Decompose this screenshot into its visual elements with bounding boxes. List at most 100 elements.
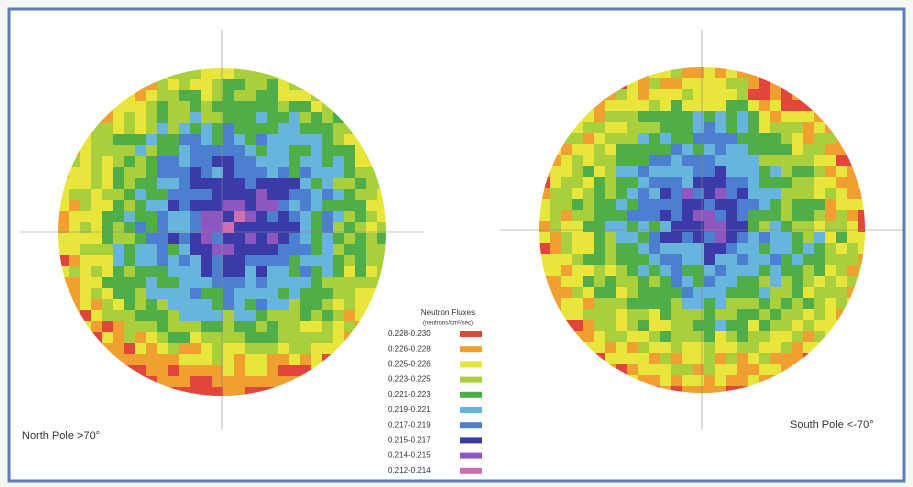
map-cell bbox=[748, 298, 760, 310]
map-cell bbox=[201, 332, 213, 344]
map-cell bbox=[715, 265, 727, 277]
map-cell bbox=[91, 200, 103, 212]
map-cell bbox=[124, 156, 136, 168]
map-label: North Pole >70° bbox=[22, 430, 100, 442]
map-cell bbox=[124, 332, 136, 344]
map-cell bbox=[770, 199, 782, 211]
map-cell bbox=[179, 266, 191, 278]
map-cell bbox=[836, 177, 848, 189]
map-cell bbox=[245, 211, 257, 223]
map-cell bbox=[550, 166, 562, 178]
legend-swatch bbox=[460, 376, 482, 383]
map-cell bbox=[671, 67, 683, 79]
map-cell bbox=[715, 144, 727, 156]
map-cell bbox=[267, 266, 279, 278]
map-cell bbox=[671, 210, 683, 222]
map-cell bbox=[135, 178, 147, 190]
map-cell bbox=[223, 79, 235, 91]
map-cell bbox=[333, 178, 345, 190]
map-cell bbox=[146, 134, 158, 146]
map-cell bbox=[113, 178, 125, 190]
map-cell bbox=[223, 112, 235, 124]
map-cell bbox=[572, 199, 584, 211]
map-cell bbox=[113, 233, 125, 245]
map-cell bbox=[311, 354, 323, 366]
map-cell bbox=[190, 112, 202, 124]
map-cell bbox=[201, 387, 213, 396]
map-cell bbox=[168, 266, 180, 278]
map-cell bbox=[201, 79, 213, 91]
map-cell bbox=[814, 122, 826, 134]
map-cell bbox=[836, 298, 848, 310]
map-cell bbox=[726, 210, 738, 222]
map-cell bbox=[289, 277, 301, 289]
map-cell bbox=[355, 178, 367, 190]
map-cell bbox=[267, 277, 279, 289]
map-cell bbox=[627, 177, 639, 189]
map-cell bbox=[792, 232, 804, 244]
map-cell bbox=[245, 68, 257, 80]
map-cell bbox=[847, 221, 859, 233]
map-cell bbox=[715, 210, 727, 222]
map-cell bbox=[168, 255, 180, 267]
map-cell bbox=[704, 133, 716, 145]
map-cell bbox=[649, 276, 661, 288]
map-cell bbox=[91, 332, 103, 344]
map-cell bbox=[212, 145, 224, 157]
map-cell bbox=[561, 221, 573, 233]
map-cell bbox=[715, 166, 727, 178]
map-cell bbox=[770, 166, 782, 178]
map-cell bbox=[80, 200, 92, 212]
map-cell bbox=[638, 309, 650, 321]
map-cell bbox=[770, 342, 782, 354]
map-cell bbox=[715, 254, 727, 266]
map-cell bbox=[190, 211, 202, 223]
map-cell bbox=[223, 376, 235, 388]
map-cell bbox=[693, 67, 705, 79]
map-cell bbox=[267, 332, 279, 344]
map-cell bbox=[124, 178, 136, 190]
map-cell bbox=[201, 288, 213, 300]
map-cell bbox=[836, 287, 848, 299]
map-cell bbox=[355, 255, 367, 267]
map-cell bbox=[572, 320, 584, 332]
map-cell bbox=[594, 133, 606, 145]
map-cell bbox=[616, 309, 628, 321]
map-cell bbox=[201, 222, 213, 234]
map-cell bbox=[847, 243, 859, 255]
map-cell bbox=[825, 298, 837, 310]
map-cell bbox=[561, 265, 573, 277]
map-cell bbox=[113, 145, 125, 157]
map-cell bbox=[311, 277, 323, 289]
map-cell bbox=[671, 331, 683, 343]
map-cell bbox=[256, 255, 268, 267]
map-cell bbox=[311, 233, 323, 245]
map-cell bbox=[781, 221, 793, 233]
map-cell bbox=[113, 123, 125, 135]
map-cell bbox=[561, 210, 573, 222]
map-cell bbox=[572, 188, 584, 200]
map-cell bbox=[594, 210, 606, 222]
map-cell bbox=[311, 299, 323, 311]
map-cell bbox=[803, 331, 815, 343]
map-cell bbox=[770, 177, 782, 189]
map-cell bbox=[146, 354, 158, 366]
map-cell bbox=[168, 354, 180, 366]
map-cell bbox=[124, 343, 136, 355]
map-cell bbox=[825, 276, 837, 288]
map-cell bbox=[759, 122, 771, 134]
map-cell bbox=[803, 188, 815, 200]
map-cell bbox=[770, 320, 782, 332]
map-cell bbox=[190, 376, 202, 388]
map-cell bbox=[649, 188, 661, 200]
map-cell bbox=[825, 188, 837, 200]
map-cell bbox=[267, 233, 279, 245]
map-cell bbox=[803, 342, 815, 354]
map-cell bbox=[344, 277, 356, 289]
map-cell bbox=[550, 210, 562, 222]
map-cell bbox=[212, 299, 224, 311]
map-cell bbox=[726, 199, 738, 211]
map-cell bbox=[627, 353, 639, 365]
map-cell bbox=[157, 222, 169, 234]
map-cell bbox=[190, 266, 202, 278]
